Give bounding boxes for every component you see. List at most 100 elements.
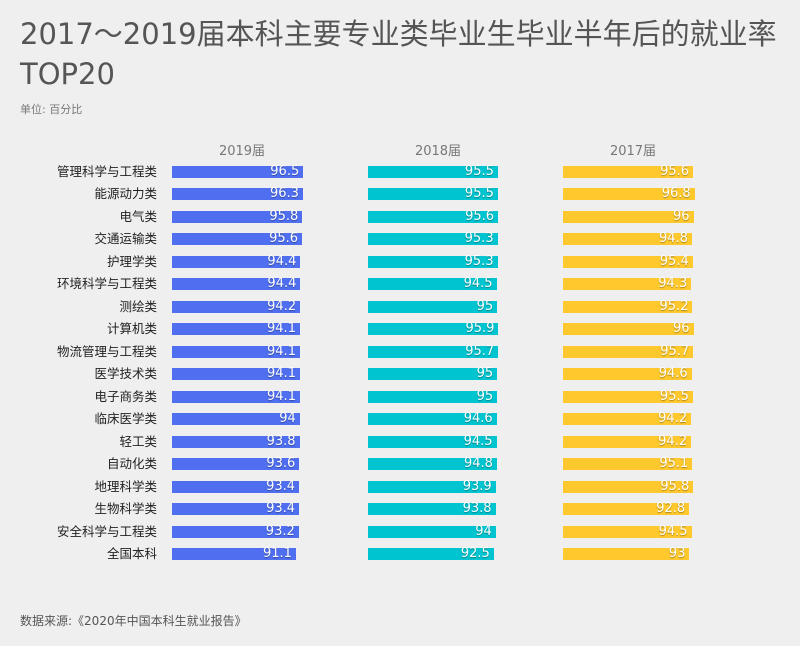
category-label: 全国本科: [106, 545, 157, 561]
data-label: 95.8: [660, 478, 690, 494]
bar-2017: [563, 300, 693, 313]
data-label: 95.5: [659, 388, 689, 404]
data-label: 94.5: [463, 433, 493, 449]
data-label: 95.8: [269, 208, 299, 224]
bar-2018: [368, 323, 499, 336]
data-label: 91.1: [262, 545, 292, 561]
bar-2017: [563, 503, 690, 516]
bar-2019: [172, 458, 300, 471]
data-label: 94: [279, 411, 296, 427]
bar-2018: [368, 413, 497, 426]
bar-2018: [368, 233, 498, 246]
data-label: 96.5: [270, 164, 300, 179]
data-label: 95: [476, 298, 494, 314]
data-label: 95.5: [464, 186, 494, 202]
bar-2017: [563, 323, 694, 336]
bar-2017: [563, 368, 692, 381]
bar-2018: [368, 210, 499, 223]
bar-2017: [563, 525, 692, 538]
bar-2018: [368, 435, 497, 448]
category-label: 电气类: [119, 208, 157, 224]
category-label: 自动化类: [106, 456, 157, 472]
data-label: 95: [476, 388, 494, 404]
data-label: 95.3: [464, 253, 494, 269]
data-label: 94.8: [658, 231, 688, 247]
category-label: 安全科学与工程类: [56, 523, 157, 539]
category-label: 护理学类: [106, 253, 157, 269]
unit-label: 单位: 百分比: [20, 103, 83, 116]
bar-2018: [368, 547, 494, 560]
data-label: 95.4: [659, 253, 689, 269]
data-label: 95.6: [465, 208, 495, 224]
data-label: 94.2: [658, 433, 688, 449]
category-label: 临床医学类: [94, 411, 157, 427]
data-label: 94.1: [267, 343, 296, 359]
data-label: 96.3: [270, 186, 299, 202]
data-label: 94.2: [658, 411, 688, 427]
bar-2017: [563, 166, 694, 178]
bar-2019: [172, 503, 300, 516]
bar-2017: [563, 413, 692, 426]
bar-2018: [368, 503, 496, 516]
bar-2017: [563, 210, 694, 223]
data-label: 95.5: [464, 164, 494, 179]
bar-2017: [563, 345, 694, 358]
data-label: 94.5: [463, 276, 493, 292]
data-label: 95.7: [465, 343, 495, 359]
data-label: 92.8: [656, 501, 686, 517]
bar-2017: [563, 390, 693, 403]
data-label: 95.6: [660, 164, 690, 179]
data-label: 93.8: [462, 501, 492, 517]
data-label: 94.4: [267, 253, 297, 269]
bar-2018: [368, 278, 497, 291]
category-label: 电子商务类: [94, 388, 157, 404]
data-label: 92.5: [460, 545, 490, 561]
data-label: 95.3: [464, 231, 494, 247]
category-label: 物流管理与工程类: [56, 343, 157, 359]
bar-2018: [368, 390, 498, 403]
data-label: 94.3: [658, 276, 688, 292]
data-label: 93.6: [266, 456, 296, 472]
category-label: 医学技术类: [94, 366, 157, 382]
data-label: 95.1: [659, 456, 689, 472]
data-label: 96: [673, 321, 690, 337]
column-header-2017: 2017届: [609, 144, 657, 159]
data-label: 94.8: [463, 456, 493, 472]
data-label: 94.6: [658, 366, 688, 382]
bar-2018: [368, 525, 496, 538]
data-label: 96.8: [661, 186, 691, 202]
bar-2018: [368, 458, 497, 471]
column-header-2019: 2019届: [218, 144, 266, 159]
data-label: 95.6: [269, 231, 299, 247]
bar-2017: [563, 458, 693, 471]
data-label: 95.7: [660, 343, 690, 359]
chart-title: 2017～2019届本科主要专业类毕业生毕业半年后的就业率TOP20: [20, 17, 777, 91]
bar-2019: [172, 300, 301, 313]
data-label: 94.4: [267, 276, 297, 292]
bar-2017: [563, 480, 694, 493]
bar-2019: [172, 210, 303, 223]
bar-2019: [172, 233, 303, 246]
category-label: 管理科学与工程类: [56, 164, 157, 179]
category-label: 交通运输类: [94, 231, 157, 247]
data-label: 94.1: [267, 321, 296, 337]
bar-2019: [172, 435, 300, 448]
bar-2017: [563, 547, 690, 560]
data-label: 94.6: [463, 411, 493, 427]
bar-2019: [172, 525, 299, 538]
data-label: 96: [673, 208, 690, 224]
category-label: 计算机类: [106, 321, 157, 337]
bar-2019: [172, 345, 300, 358]
bar-2017: [563, 255, 693, 268]
bar-2019: [172, 413, 300, 426]
bar-2018: [368, 188, 498, 201]
bar-2019: [172, 368, 300, 381]
data-label: 94.1: [267, 366, 296, 382]
column-header-2018: 2018届: [414, 144, 462, 159]
data-label: 93.8: [266, 433, 296, 449]
bar-2019: [172, 188, 303, 201]
bar-2019: [172, 547, 296, 560]
source-note: 数据来源:《2020年中国本科生就业报告》: [20, 614, 247, 628]
data-label: 94.5: [658, 523, 688, 539]
data-label: 95.2: [659, 298, 689, 314]
